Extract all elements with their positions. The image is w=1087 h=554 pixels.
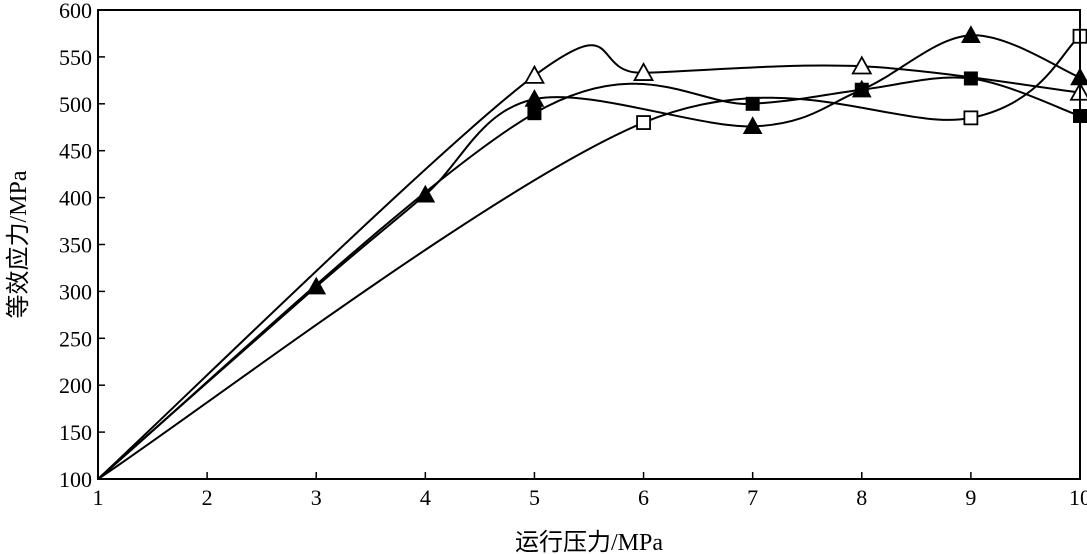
x-tick-label: 3 bbox=[311, 485, 322, 510]
y-axis-title: 等效应力/MPa bbox=[5, 170, 32, 318]
y-tick-label: 200 bbox=[59, 373, 92, 398]
x-tick-label: 6 bbox=[638, 485, 649, 510]
data-point-filled-triangle bbox=[742, 116, 763, 135]
x-tick-label: 9 bbox=[965, 485, 976, 510]
plot-frame bbox=[97, 9, 1081, 480]
y-tick-label: 600 bbox=[59, 0, 92, 23]
y-tick-label: 100 bbox=[59, 467, 92, 492]
series-layer bbox=[97, 34, 1081, 480]
data-point-filled-triangle bbox=[306, 276, 327, 295]
data-point-filled-square bbox=[745, 96, 760, 111]
y-tick-label: 450 bbox=[59, 139, 92, 164]
data-point-open-square bbox=[636, 115, 651, 130]
x-tick-label: 7 bbox=[747, 485, 758, 510]
tick-layer: 1 2 3 4 5 6 7 8 9 10 100 150 200 250 300 350 400 450 500 55… bbox=[59, 0, 1087, 510]
x-axis-title: 运行压力/MPa bbox=[515, 529, 663, 554]
x-tick-label: 8 bbox=[856, 485, 867, 510]
y-tick-label: 300 bbox=[59, 279, 92, 304]
y-tick-label: 550 bbox=[59, 45, 92, 70]
data-point-open-square bbox=[963, 110, 979, 126]
x-tick-label: 4 bbox=[420, 485, 431, 510]
data-point-open-triangle bbox=[523, 64, 545, 84]
y-tick-label: 150 bbox=[59, 420, 92, 445]
marker-layer bbox=[306, 25, 1087, 295]
data-point-open-triangle bbox=[633, 61, 655, 81]
x-tick-label: 5 bbox=[529, 485, 540, 510]
series-line-filled-square bbox=[97, 76, 1081, 480]
series-line-open-square bbox=[97, 35, 1081, 480]
y-tick-label: 500 bbox=[59, 92, 92, 117]
data-point-filled-triangle bbox=[961, 25, 981, 44]
y-tick-label: 400 bbox=[59, 186, 92, 211]
x-tick-label: 1 bbox=[93, 485, 104, 510]
data-point-filled-triangle bbox=[415, 184, 436, 203]
data-point-open-triangle bbox=[851, 55, 873, 75]
series-line-filled-triangle bbox=[97, 34, 1081, 480]
y-tick-label: 250 bbox=[59, 326, 92, 351]
axes-layer bbox=[97, 9, 1081, 480]
x-tick-label: 2 bbox=[202, 485, 213, 510]
x-tick-label: 10 bbox=[1069, 485, 1087, 510]
data-point-filled-square bbox=[854, 82, 869, 97]
series-line-open-triangle bbox=[97, 44, 1081, 480]
y-tick-label: 350 bbox=[59, 233, 92, 258]
data-point-filled-square bbox=[527, 106, 542, 121]
data-point-filled-square bbox=[963, 71, 978, 86]
